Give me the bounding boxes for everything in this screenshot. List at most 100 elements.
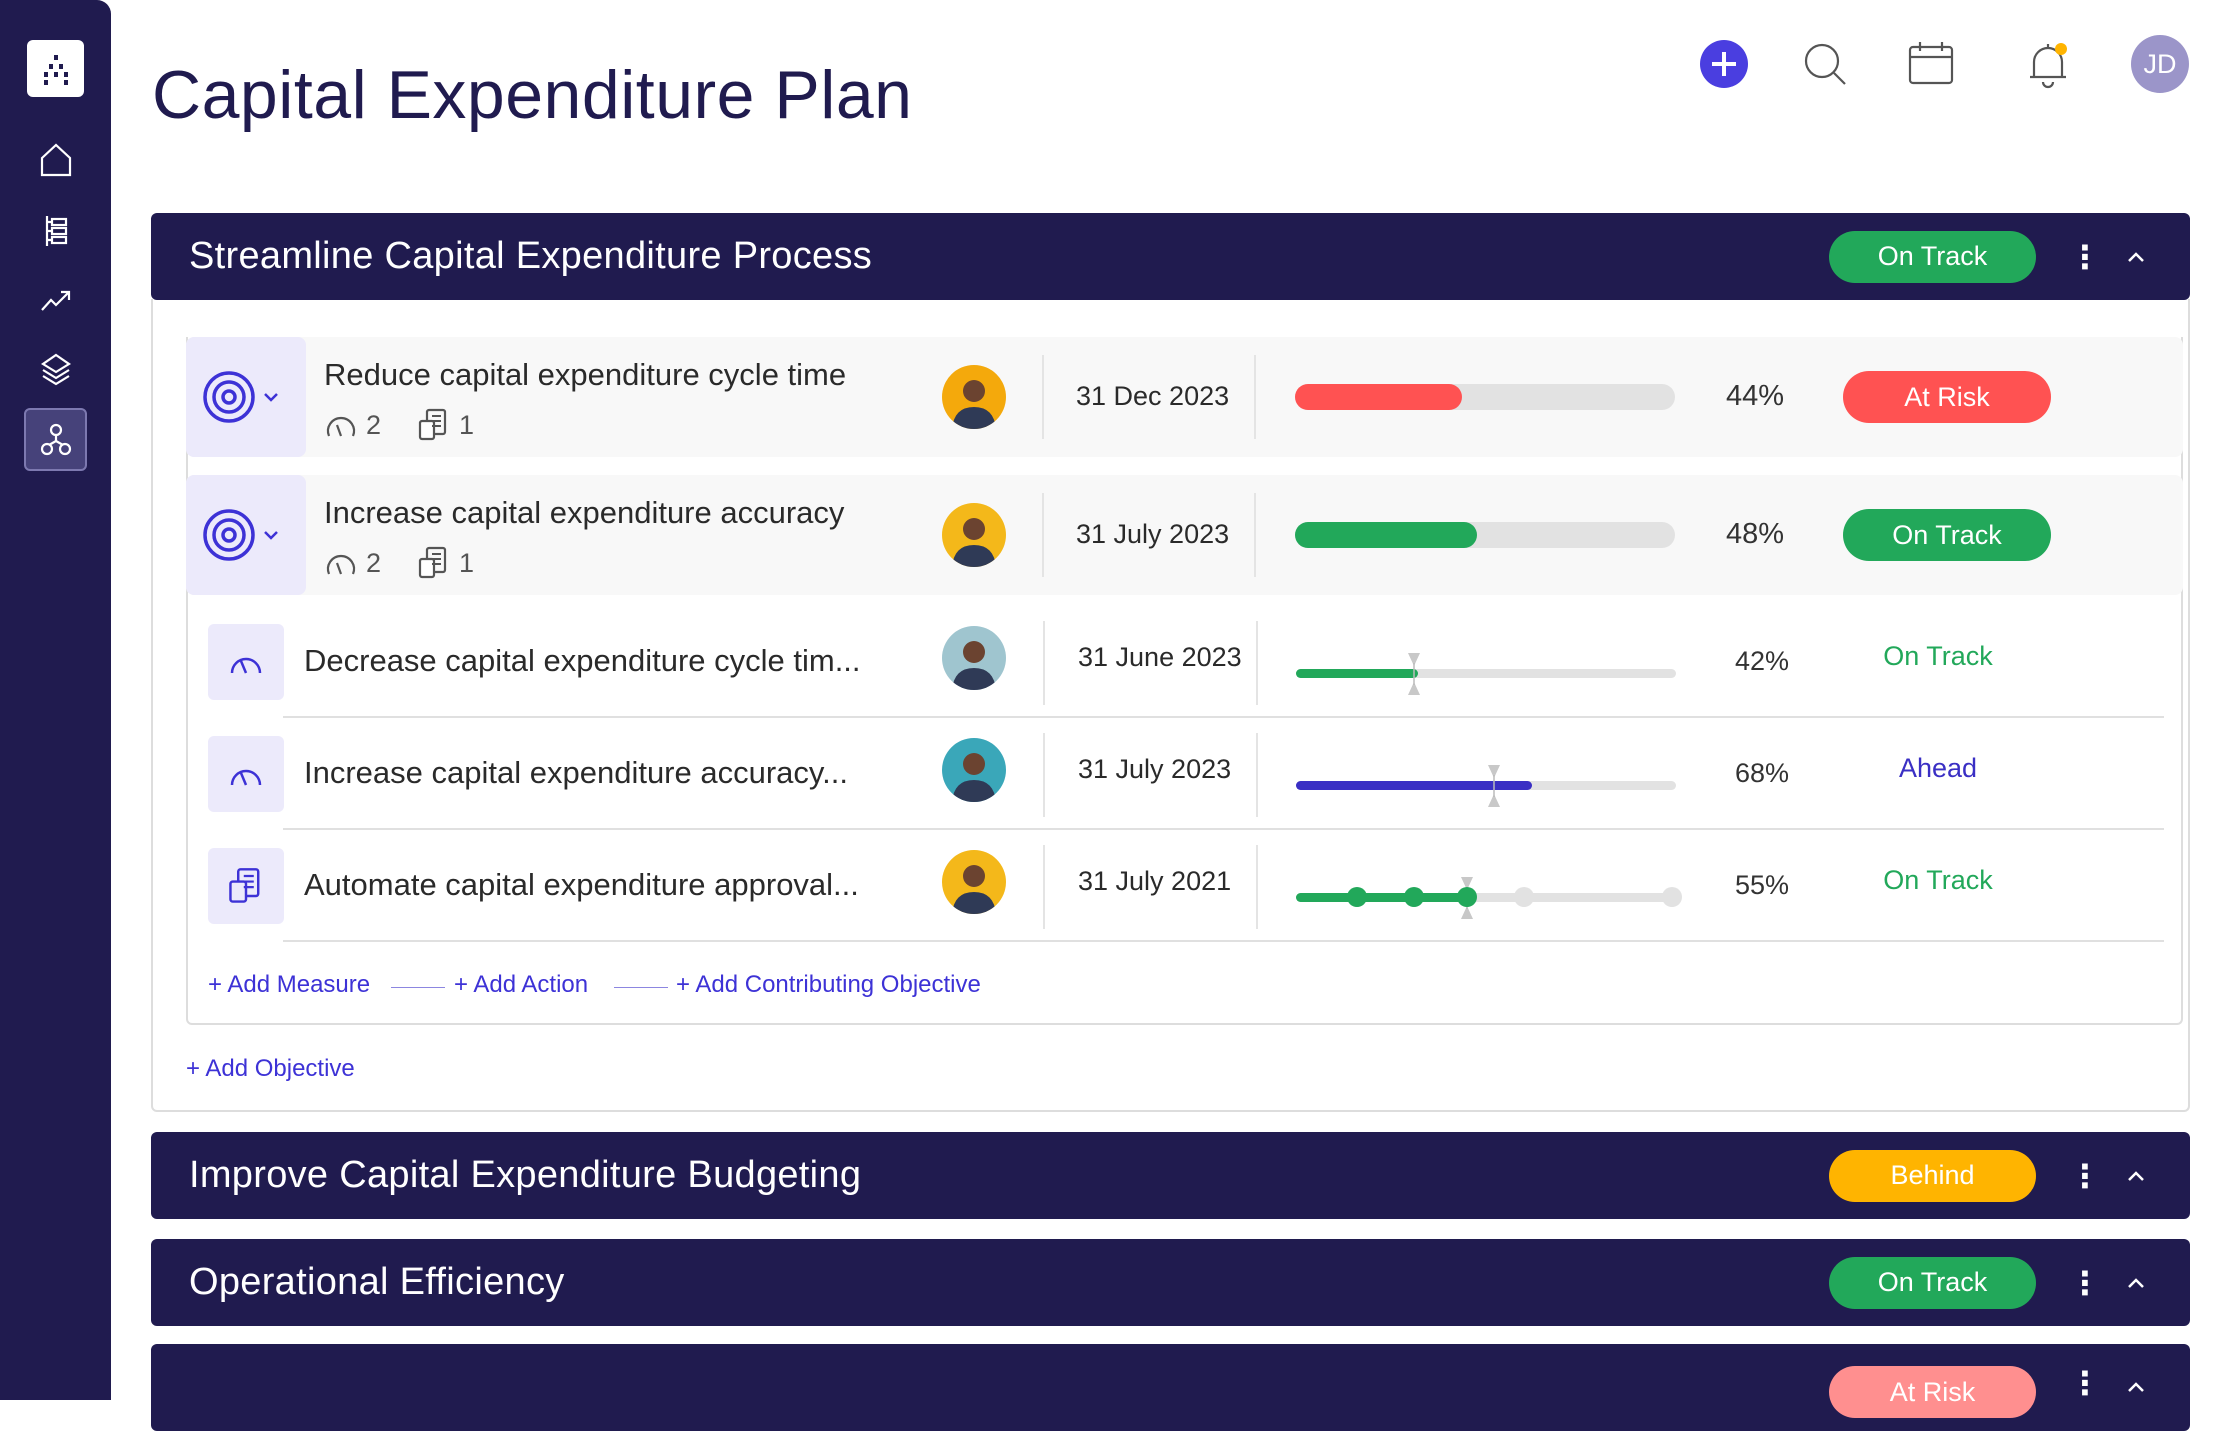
section-title: Streamline Capital Expenditure Process bbox=[189, 235, 873, 277]
child-title[interactable]: Automate capital expenditure approval... bbox=[304, 867, 859, 902]
objectives-container bbox=[186, 337, 2183, 1025]
add-measure-link[interactable]: + Add Measure bbox=[208, 971, 371, 998]
milestone-dot[interactable] bbox=[1403, 887, 1424, 907]
action-count: 1 bbox=[459, 409, 475, 440]
due-date: 31 July 2021 bbox=[1078, 866, 1232, 896]
owner-avatar[interactable] bbox=[942, 626, 1006, 690]
more-options-icon[interactable]: ⋮ bbox=[2069, 1365, 2101, 1401]
measure-count: 2 bbox=[366, 547, 382, 578]
target-marker-icon bbox=[1407, 653, 1420, 695]
section-header[interactable]: Operational Efficiency On Track ⋮ bbox=[151, 1239, 2190, 1326]
row-separator bbox=[283, 828, 2164, 830]
progress-percent: 68% bbox=[1735, 758, 1790, 788]
progress-bar bbox=[1295, 384, 1675, 410]
milestone-dot[interactable] bbox=[1514, 887, 1534, 907]
add-contributing-objective-link[interactable]: + Add Contributing Objective bbox=[676, 971, 981, 998]
progress-fill bbox=[1296, 893, 1467, 902]
sidebar-item-hierarchy[interactable] bbox=[27, 202, 84, 259]
add-action-link[interactable]: + Add Action bbox=[454, 971, 589, 998]
objective-expand-toggle[interactable] bbox=[186, 337, 306, 457]
network-icon bbox=[40, 423, 71, 455]
owner-avatar[interactable] bbox=[942, 850, 1006, 914]
due-date: 31 Dec 2023 bbox=[1076, 381, 1230, 411]
progress-bar bbox=[1296, 781, 1676, 790]
section-title: Operational Efficiency bbox=[189, 1261, 565, 1303]
objective-title[interactable]: Increase capital expenditure accuracy bbox=[324, 495, 845, 530]
measure-icon bbox=[230, 657, 262, 674]
calendar-icon bbox=[1908, 42, 1954, 85]
divider bbox=[1043, 845, 1045, 929]
sidebar-item-home[interactable] bbox=[27, 131, 84, 188]
progress-bar bbox=[1296, 669, 1676, 678]
app-logo[interactable] bbox=[27, 40, 84, 97]
progress-percent: 48% bbox=[1726, 518, 1785, 550]
divider bbox=[1254, 493, 1256, 577]
chevron-up-icon[interactable] bbox=[2121, 1372, 2151, 1402]
progress-percent: 42% bbox=[1735, 646, 1790, 676]
trend-icon bbox=[40, 290, 70, 311]
status-text: On Track bbox=[1883, 865, 1993, 895]
due-date: 31 July 2023 bbox=[1076, 519, 1230, 549]
measure-icon bbox=[230, 769, 262, 786]
plus-icon bbox=[1700, 40, 1748, 88]
more-options-icon[interactable]: ⋮ bbox=[2069, 1264, 2101, 1301]
calendar-button[interactable] bbox=[1902, 35, 1960, 93]
divider bbox=[1254, 355, 1256, 439]
owner-avatar[interactable] bbox=[942, 365, 1006, 429]
add-objective-link[interactable]: + Add Objective bbox=[186, 1055, 355, 1082]
bell-icon bbox=[2030, 43, 2067, 89]
progress-fill bbox=[1295, 384, 1463, 410]
milestone-dot[interactable] bbox=[1457, 887, 1477, 907]
divider bbox=[1043, 733, 1045, 817]
notifications-button[interactable] bbox=[2019, 35, 2077, 93]
chevron-up-icon[interactable] bbox=[2121, 1161, 2151, 1191]
section-header[interactable]: Improve Capital Expenditure Budgeting Be… bbox=[151, 1132, 2190, 1219]
divider bbox=[1256, 845, 1258, 929]
hierarchy-icon bbox=[45, 215, 67, 246]
section-header[interactable]: Streamline Capital Expenditure Process O… bbox=[151, 213, 2190, 300]
divider bbox=[391, 987, 445, 988]
action-icon bbox=[229, 868, 260, 903]
objective-row[interactable]: Increase capital expenditure accuracy 2 1… bbox=[186, 475, 2183, 595]
progress-fill bbox=[1296, 669, 1418, 678]
child-title[interactable]: Increase capital expenditure accuracy... bbox=[304, 755, 848, 790]
divider bbox=[1042, 493, 1044, 577]
row-separator bbox=[283, 716, 2164, 718]
objective-expand-toggle[interactable] bbox=[186, 475, 306, 595]
section-status-badge: At Risk bbox=[1829, 1366, 2036, 1418]
divider bbox=[614, 987, 668, 988]
user-avatar[interactable]: JD bbox=[2131, 35, 2189, 93]
action-count: 1 bbox=[459, 547, 475, 578]
owner-avatar[interactable] bbox=[942, 738, 1006, 802]
chevron-up-icon[interactable] bbox=[2121, 1268, 2151, 1298]
sidebar-item-network[interactable] bbox=[24, 408, 87, 471]
due-date: 31 July 2023 bbox=[1078, 754, 1232, 784]
section-header[interactable]: At Risk ⋮ bbox=[151, 1344, 2190, 1431]
milestone-dot[interactable] bbox=[1346, 887, 1367, 907]
progress-fill bbox=[1296, 781, 1532, 790]
child-type-box bbox=[208, 624, 284, 700]
objective-title[interactable]: Reduce capital expenditure cycle time bbox=[324, 357, 847, 392]
milestone-dot[interactable] bbox=[1662, 887, 1683, 907]
action-icon bbox=[418, 408, 447, 441]
more-options-icon[interactable]: ⋮ bbox=[2069, 238, 2101, 275]
more-options-icon[interactable]: ⋮ bbox=[2069, 1157, 2101, 1194]
progress-percent: 55% bbox=[1735, 870, 1790, 900]
progress-fill bbox=[1295, 522, 1478, 548]
logo-icon bbox=[43, 54, 68, 85]
progress-bar bbox=[1296, 893, 1676, 902]
page-title: Capital Expenditure Plan bbox=[152, 57, 913, 133]
section-status-badge: On Track bbox=[1829, 230, 2036, 283]
chevron-up-icon[interactable] bbox=[2121, 242, 2151, 272]
add-button[interactable] bbox=[1695, 35, 1753, 93]
sidebar-item-layers[interactable] bbox=[27, 340, 84, 397]
child-title[interactable]: Decrease capital expenditure cycle tim..… bbox=[304, 643, 861, 678]
sidebar bbox=[0, 0, 111, 1400]
search-button[interactable] bbox=[1796, 35, 1854, 93]
owner-avatar[interactable] bbox=[942, 503, 1006, 567]
target-icon bbox=[203, 509, 278, 561]
sidebar-item-trends[interactable] bbox=[27, 272, 84, 329]
layers-icon bbox=[40, 353, 71, 385]
action-icon bbox=[418, 546, 447, 579]
